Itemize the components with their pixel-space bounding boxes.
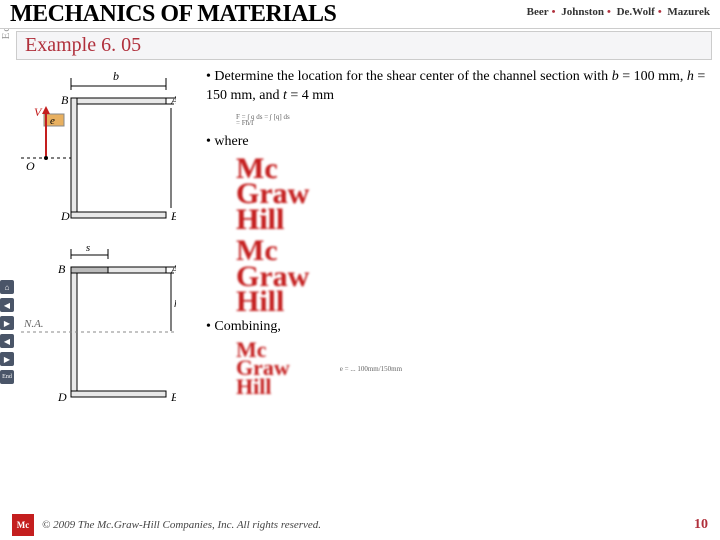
label-A: A [170,93,176,107]
nav-first-icon[interactable]: ◀ [0,334,14,348]
text-column: • Determine the location for the shear c… [196,68,710,411]
placeholder-logo-3: Mc Graw Hill [236,341,290,397]
main-title: MECHANICS OF MATERIALS [10,1,336,28]
channel-diagram-1: b t B A D E h e O V [16,68,176,233]
label-e: e [50,115,55,127]
equation-combining: e = ... 100mm/150mm [340,367,402,373]
authors: Beer• Johnston• De.Wolf• Mazurek [527,6,710,18]
mcgraw-logo-icon: Mc [12,514,34,536]
diagrams-column: b t B A D E h e O V [16,68,196,411]
header: MECHANICS OF MATERIALS Beer• Johnston• D… [0,0,720,29]
label-b: b [113,69,119,83]
nav-sidebar: ⌂ ◀ ▶ ◀ ▶ End [0,280,14,384]
copyright-text: © 2009 The Mc.Graw-Hill Companies, Inc. … [42,519,694,531]
label-NA: N.A. [23,318,44,330]
content-area: b t B A D E h e O V [0,64,720,411]
bullet-determine: • Determine the location for the shear c… [206,68,710,106]
nav-last-icon[interactable]: ▶ [0,352,14,366]
label-B: B [58,262,66,276]
label-E: E [170,209,176,223]
author: De.Wolf [617,6,655,18]
nav-home-icon[interactable]: ⌂ [0,280,14,294]
footer: Mc © 2009 The Mc.Graw-Hill Companies, In… [0,514,720,536]
placeholder-logo-2: Mc Graw Hill [236,238,710,315]
label-h2: h/2 [174,298,176,310]
nav-end-icon[interactable]: End [0,370,14,384]
bullet-where: • where [206,134,710,150]
nav-next-icon[interactable]: ▶ [0,316,14,330]
label-V: V [34,105,43,119]
bullet-combining: • Combining, [206,319,710,335]
label-D: D [57,390,67,404]
label-O: O [26,159,35,173]
author: Mazurek [667,6,710,18]
nav-prev-icon[interactable]: ◀ [0,298,14,312]
page-number: 10 [694,517,708,533]
label-D: D [60,209,70,223]
equation-1: F = ∫ q ds = ∫ [q] ds = Fh/I [236,115,290,126]
example-title: Example 6. 05 [16,31,712,60]
channel-diagram-2: s t B A D E N.A. h/2 [16,241,176,411]
placeholder-logo-1: Mc Graw Hill [236,156,309,233]
label-s: s [86,242,90,254]
label-B: B [61,93,69,107]
author: Johnston [561,6,604,18]
label-E: E [170,390,176,404]
author: Beer [527,6,549,18]
